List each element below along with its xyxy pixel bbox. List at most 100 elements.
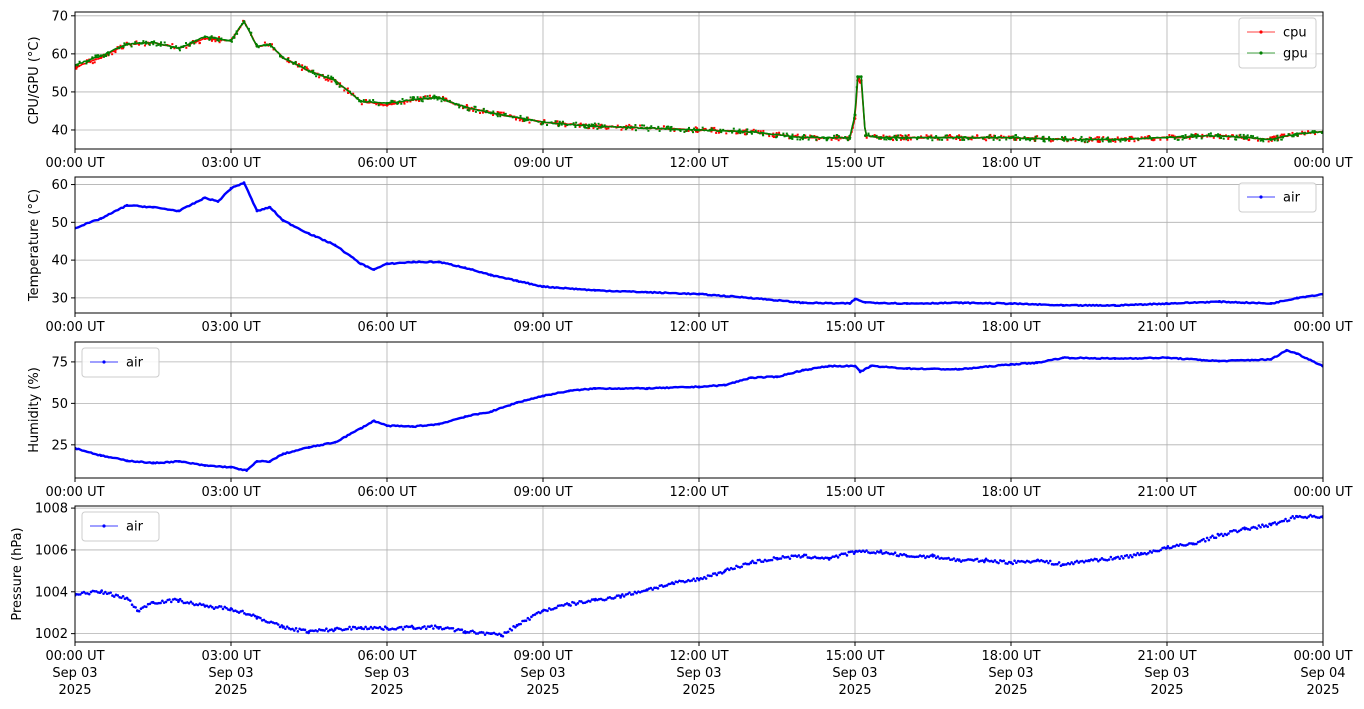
data-point <box>560 123 563 126</box>
data-point <box>1170 134 1173 137</box>
data-point <box>433 97 436 100</box>
data-point <box>546 609 549 613</box>
data-point <box>641 124 644 127</box>
data-point <box>151 205 155 209</box>
data-point <box>116 594 120 597</box>
data-point <box>750 132 753 135</box>
data-point <box>307 445 311 449</box>
series-gpu <box>75 20 1323 144</box>
legend-label-air: air <box>126 520 144 535</box>
data-point <box>94 54 97 57</box>
data-point <box>631 126 634 129</box>
data-point <box>931 554 935 558</box>
data-point <box>673 128 676 131</box>
data-point <box>134 41 137 44</box>
data-point <box>526 616 530 620</box>
data-point <box>665 584 669 587</box>
data-point <box>1086 138 1089 141</box>
data-point <box>359 262 363 266</box>
data-point <box>196 603 200 607</box>
data-point <box>155 44 158 47</box>
data-point <box>620 128 623 131</box>
data-point <box>448 99 451 102</box>
data-point <box>525 119 528 122</box>
data-point <box>262 618 266 622</box>
data-point <box>1052 138 1055 141</box>
data-point <box>1309 513 1312 517</box>
legend: air <box>81 511 160 542</box>
data-point <box>255 460 259 463</box>
data-point <box>1195 542 1198 546</box>
legend-marker-cpu <box>1259 30 1263 34</box>
data-point <box>481 111 484 114</box>
data-point <box>994 134 996 137</box>
data-point <box>1225 134 1227 137</box>
chart-panel-4: 1002 1004 1006 1008 00:00 UT Sep 03 2025 03:00 … <box>10 502 1353 698</box>
data-point <box>1107 558 1111 561</box>
data-point <box>1085 138 1088 141</box>
data-point <box>949 135 952 138</box>
data-point <box>1063 138 1066 141</box>
data-point <box>99 217 103 220</box>
data-point <box>1256 139 1259 142</box>
data-point <box>1245 137 1248 140</box>
data-point <box>543 120 546 123</box>
data-point <box>917 136 920 139</box>
data-point <box>710 127 713 130</box>
data-point <box>1274 136 1277 139</box>
data-point <box>1118 557 1122 560</box>
data-point <box>1205 536 1209 540</box>
data-point <box>801 138 804 141</box>
x-tick-label: 00:00 UT <box>1293 320 1352 335</box>
data-point <box>645 387 649 390</box>
data-point <box>1100 138 1103 141</box>
data-point <box>303 65 306 68</box>
data-point <box>931 139 934 142</box>
y-tick-label: 60 <box>51 47 68 62</box>
data-point <box>281 452 285 456</box>
data-point <box>818 138 821 140</box>
data-point <box>967 138 970 141</box>
data-point <box>263 44 266 47</box>
data-point <box>385 424 389 428</box>
data-point <box>312 69 315 72</box>
data-point <box>208 38 211 41</box>
data-point <box>704 577 708 580</box>
data-point <box>85 60 88 63</box>
data-point <box>975 557 979 561</box>
data-point <box>528 121 531 124</box>
data-point <box>359 426 363 430</box>
data-point <box>284 627 287 631</box>
data-point <box>697 577 701 581</box>
data-point <box>1250 134 1253 137</box>
data-point <box>576 602 580 605</box>
data-point <box>1287 519 1291 522</box>
data-point <box>825 138 828 141</box>
data-point <box>859 75 863 79</box>
legend-label-air: air <box>126 356 144 371</box>
x-tick-label: 12:00 UT <box>669 485 728 500</box>
data-point <box>421 100 424 103</box>
data-point <box>190 41 193 44</box>
data-point <box>119 44 122 47</box>
x-tick-date: Sep 03 <box>832 666 877 681</box>
data-point <box>1229 135 1232 138</box>
data-point <box>695 130 698 133</box>
data-point <box>1095 558 1098 561</box>
data-point <box>834 554 838 557</box>
data-point <box>104 590 107 594</box>
data-point <box>893 134 896 137</box>
data-point <box>89 61 92 64</box>
data-point <box>1165 302 1169 305</box>
data-point <box>555 606 558 610</box>
data-point <box>411 260 415 264</box>
data-point <box>593 598 597 602</box>
data-point <box>193 42 196 45</box>
y-tick-label: 50 <box>51 397 68 412</box>
data-point <box>362 99 365 102</box>
x-tick-label: 00:00 UT <box>45 485 104 500</box>
data-point <box>473 105 476 108</box>
data-point <box>169 600 173 604</box>
data-point <box>710 574 713 578</box>
data-point <box>692 577 695 581</box>
